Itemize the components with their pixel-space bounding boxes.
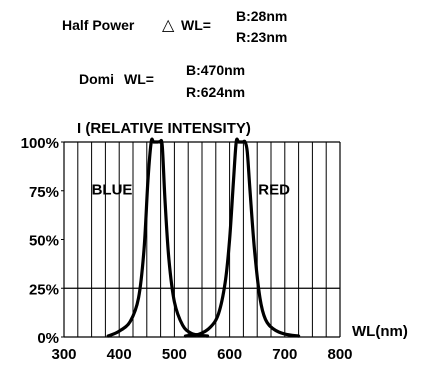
domi-wl-equals: WL= (124, 71, 154, 87)
half-power-label: Half Power (62, 17, 135, 33)
x-tick-label: 700 (272, 346, 297, 363)
chart-title: I (RELATIVE INTENSITY) (77, 120, 251, 137)
x-tick-labels: 300 400 500 600 700 800 (51, 346, 352, 363)
series-line-blue (106, 137, 210, 338)
grid-lines (77, 142, 327, 337)
x-tick-label: 800 (327, 346, 352, 363)
half-power-wl-equals: WL= (181, 17, 211, 33)
series-label-blue: BLUE (92, 182, 133, 199)
x-tick-label: 600 (217, 346, 242, 363)
y-tick-labels: 0% 25% 50% 75% 100% (21, 135, 59, 347)
x-tick-label: 400 (107, 346, 132, 363)
series-label-red: RED (258, 182, 290, 199)
y-tick-label: 75% (29, 184, 59, 201)
y-tick-label: 100% (21, 135, 59, 152)
y-tick-label: 50% (29, 233, 59, 250)
x-axis-label: WL(nm) (352, 323, 408, 340)
x-tick-label: 500 (162, 346, 187, 363)
domi-blue-value: B:470nm (186, 62, 245, 78)
series-labels: BLUE RED (92, 182, 291, 199)
delta-symbol: △ (162, 17, 175, 34)
domi-label: Domi (79, 71, 114, 87)
half-power-red-value: R:23nm (236, 29, 287, 45)
domi-red-value: R:624nm (186, 84, 245, 100)
y-tick-label: 0% (37, 330, 59, 347)
series-line-red (183, 137, 301, 338)
y-tick-label: 25% (29, 281, 59, 298)
series-lines (106, 137, 301, 338)
x-tick-label: 300 (51, 346, 76, 363)
half-power-blue-value: B:28nm (236, 8, 287, 24)
